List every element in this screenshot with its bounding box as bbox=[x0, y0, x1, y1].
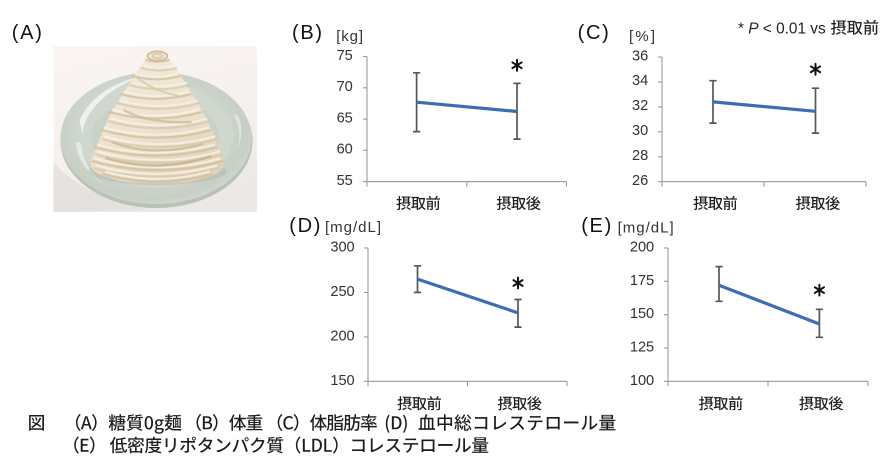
svg-text:[mg/dL]: [mg/dL] bbox=[325, 219, 382, 236]
svg-text:250: 250 bbox=[330, 284, 354, 300]
svg-text:[%]: [%] bbox=[629, 28, 657, 45]
svg-text:60: 60 bbox=[337, 142, 353, 158]
svg-text:[kg]: [kg] bbox=[336, 28, 364, 45]
svg-text:(A): (A) bbox=[12, 22, 44, 44]
svg-text:200: 200 bbox=[630, 240, 654, 256]
svg-text:200: 200 bbox=[330, 328, 354, 344]
svg-text:* P < 0.01 vs: * P < 0.01 vs bbox=[738, 21, 826, 38]
svg-text:[mg/dL]: [mg/dL] bbox=[618, 219, 675, 236]
svg-text:(E): (E) bbox=[581, 215, 613, 237]
svg-text:70: 70 bbox=[337, 79, 353, 95]
svg-text:65: 65 bbox=[337, 110, 353, 126]
svg-text:32: 32 bbox=[632, 98, 648, 114]
svg-text:100: 100 bbox=[630, 373, 654, 389]
svg-text:28: 28 bbox=[632, 148, 648, 164]
svg-text:150: 150 bbox=[330, 373, 354, 389]
svg-text:34: 34 bbox=[632, 73, 648, 89]
svg-text:55: 55 bbox=[337, 173, 353, 189]
svg-text:300: 300 bbox=[330, 240, 354, 256]
svg-text:175: 175 bbox=[630, 273, 654, 289]
svg-text:75: 75 bbox=[337, 48, 353, 64]
svg-text:(B): (B) bbox=[292, 22, 324, 44]
svg-text:(D): (D) bbox=[289, 215, 322, 237]
svg-text:150: 150 bbox=[630, 306, 654, 322]
svg-text:125: 125 bbox=[630, 340, 654, 356]
svg-text:30: 30 bbox=[632, 123, 648, 139]
svg-text:(C): (C) bbox=[578, 22, 611, 44]
svg-text:26: 26 bbox=[632, 173, 648, 189]
svg-text:36: 36 bbox=[632, 48, 648, 64]
